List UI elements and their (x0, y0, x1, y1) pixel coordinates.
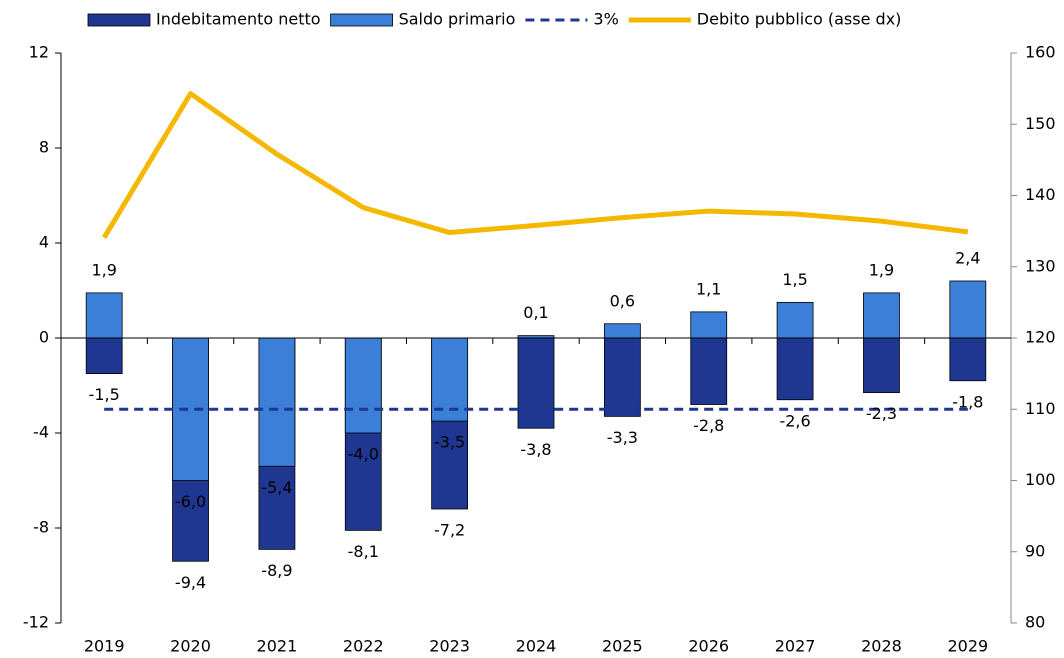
y2-tick-label: 80 (1025, 613, 1045, 632)
y2-tick-label: 110 (1025, 399, 1056, 418)
data-label: -3,5 (434, 433, 465, 452)
y2-tick-label: 120 (1025, 328, 1056, 347)
y2-tick-label: 100 (1025, 470, 1056, 489)
y-tick-label: 4 (39, 233, 49, 252)
data-label: 1,5 (782, 270, 807, 289)
data-label: -6,0 (175, 492, 206, 511)
data-label: -7,2 (434, 521, 465, 540)
y-tick-label: 12 (29, 43, 49, 62)
legend-swatch (87, 13, 151, 27)
y2-tick-label: 160 (1025, 43, 1056, 62)
data-label: 1,9 (869, 260, 894, 279)
x-tick-label: 2024 (516, 637, 557, 656)
line-series (102, 91, 969, 239)
legend-label: Debito pubblico (asse dx) (697, 10, 902, 29)
x-tick-label: 2020 (170, 637, 211, 656)
data-label: -1,8 (952, 392, 983, 411)
bar (517, 337, 555, 429)
data-label: 0,1 (523, 303, 548, 322)
data-label: -8,1 (348, 542, 379, 561)
y2-tick-label: 140 (1025, 185, 1056, 204)
legend-swatch (330, 13, 393, 27)
data-label: -2,8 (693, 416, 724, 435)
y-tick-label: 8 (39, 138, 49, 157)
y2-tick-label: 150 (1025, 114, 1056, 133)
bar (949, 280, 987, 339)
y2-tick-label: 130 (1025, 256, 1056, 275)
bar (258, 337, 296, 467)
x-tick-label: 2027 (775, 637, 816, 656)
x-tick-label: 2026 (688, 637, 729, 656)
y-tick-label: -12 (23, 613, 49, 632)
data-label: -2,6 (779, 411, 810, 430)
legend-label: 3% (593, 10, 618, 29)
x-tick-label: 2025 (602, 637, 643, 656)
bar (603, 337, 641, 417)
x-tick-label: 2029 (947, 637, 988, 656)
bar (603, 323, 641, 339)
data-label: 1,9 (91, 260, 116, 279)
x-tick-label: 2021 (257, 637, 298, 656)
bar (863, 337, 900, 394)
y2-tick-label: 90 (1025, 541, 1045, 560)
bar (431, 337, 469, 422)
data-label: -2,3 (866, 404, 897, 423)
x-tick-label: 2019 (84, 637, 125, 656)
data-label: -1,5 (89, 385, 120, 404)
y-tick-label: -8 (33, 518, 49, 537)
data-label: -3,3 (607, 428, 638, 447)
data-label: -3,8 (520, 440, 551, 459)
bar (85, 292, 123, 339)
bar (85, 337, 123, 375)
bar (690, 337, 728, 405)
x-tick-label: 2028 (861, 637, 902, 656)
bar (949, 337, 987, 382)
x-tick-label: 2022 (343, 637, 384, 656)
data-label: -8,9 (261, 561, 292, 580)
y-tick-label: 0 (39, 328, 49, 347)
legend-label: Saldo primario (399, 10, 516, 29)
legend-label: Indebitamento netto (156, 10, 321, 29)
data-label: 1,1 (696, 279, 721, 298)
bar (690, 311, 728, 339)
data-label: 0,6 (610, 291, 635, 310)
bar (776, 301, 814, 339)
data-label: -9,4 (175, 573, 206, 592)
bar (344, 337, 382, 434)
data-label: -5,4 (261, 478, 292, 497)
x-tick-label: 2023 (429, 637, 470, 656)
y-tick-label: -4 (33, 423, 49, 442)
bar (863, 292, 900, 339)
data-label: 2,4 (955, 249, 980, 268)
bar (776, 337, 814, 401)
data-label: -4,0 (348, 445, 379, 464)
